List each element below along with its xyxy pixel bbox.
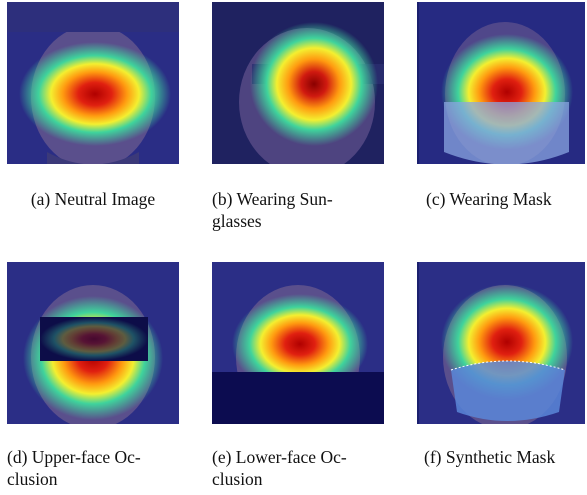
caption-d-line2: clusion — [7, 469, 58, 489]
caption-c-line1: (c) Wearing Mask — [426, 189, 552, 209]
heatmap-image-sunglasses — [212, 2, 384, 164]
heatmap-image-synthetic-mask — [417, 262, 585, 424]
heatmap-image-mask — [417, 2, 585, 164]
heatmap-image-lower-occlusion — [212, 262, 384, 424]
heatmap-image-neutral — [7, 2, 179, 164]
caption-b-line2: glasses — [212, 211, 262, 231]
caption-d-line1: (d) Upper-face Oc- — [7, 447, 141, 467]
caption-f-line1: (f) Synthetic Mask — [424, 447, 556, 467]
heatmap-image-upper-occlusion — [7, 262, 179, 424]
caption-a-line1: (a) Neutral Image — [30, 189, 156, 209]
caption-e-line1: (e) Lower-face Oc- — [212, 447, 347, 467]
caption-e-line2: clusion — [212, 469, 263, 489]
caption-b-line1: (b) Wearing Sun- — [212, 189, 333, 209]
